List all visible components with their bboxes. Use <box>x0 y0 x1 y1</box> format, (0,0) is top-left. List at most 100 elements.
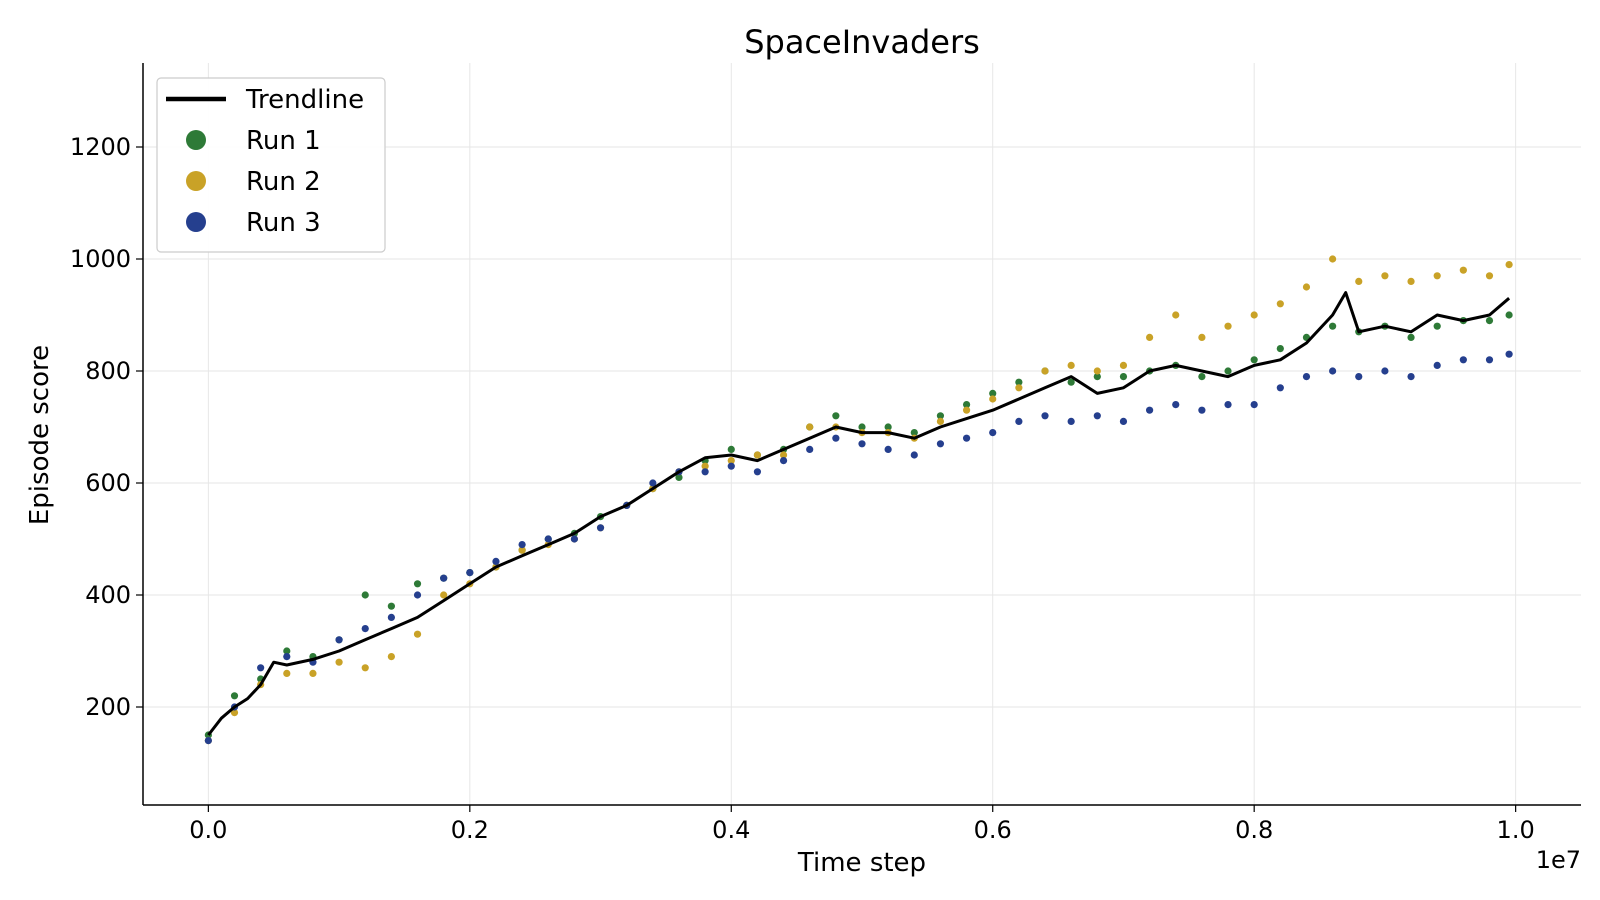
legend-item: Trendline <box>166 85 364 115</box>
data-point <box>1355 373 1363 381</box>
data-point <box>230 692 239 700</box>
data-point <box>1276 345 1284 353</box>
data-point <box>1172 311 1180 319</box>
data-point <box>596 524 605 532</box>
data-point <box>570 535 579 543</box>
data-point <box>753 451 762 459</box>
data-point <box>1224 322 1232 330</box>
data-point <box>1015 378 1023 386</box>
data-point <box>779 451 788 459</box>
data-point <box>1198 373 1206 381</box>
data-point <box>936 417 945 425</box>
data-point <box>962 434 971 442</box>
data-point <box>387 613 395 622</box>
legend-item: Run 1 <box>186 126 321 156</box>
legend-marker-swatch <box>186 212 206 232</box>
x-tick-label: 0.6 <box>974 816 1012 844</box>
y-tick-label: 200 <box>85 693 131 721</box>
data-point <box>1407 373 1415 381</box>
data-point <box>832 434 840 442</box>
y-tick-label: 1200 <box>70 133 131 161</box>
data-point <box>518 546 526 554</box>
data-point <box>361 625 369 633</box>
data-point <box>910 451 918 459</box>
data-point <box>1381 272 1389 280</box>
data-point <box>1433 361 1441 369</box>
data-point <box>701 468 709 476</box>
data-point <box>832 412 840 420</box>
data-point <box>1276 300 1284 308</box>
data-point <box>858 440 866 448</box>
legend-label: Run 3 <box>246 208 321 238</box>
trendline <box>207 291 1511 736</box>
data-point <box>1433 322 1441 330</box>
legend-label: Run 2 <box>246 167 321 197</box>
data-point <box>544 535 552 543</box>
data-point <box>936 412 945 420</box>
y-tick-label: 1000 <box>70 245 131 273</box>
data-point <box>1250 401 1258 409</box>
x-tick-label: 1.0 <box>1497 816 1535 844</box>
chart-title: SpaceInvaders <box>744 23 980 61</box>
axes <box>142 63 1581 806</box>
data-point <box>1250 356 1258 364</box>
data-point <box>989 389 997 397</box>
data-point <box>649 479 657 487</box>
data-point <box>1459 266 1467 274</box>
data-point <box>1407 333 1415 341</box>
legend-item: Run 2 <box>186 167 321 197</box>
data-point <box>492 557 500 566</box>
data-point <box>1302 283 1311 291</box>
data-point <box>1067 417 1075 425</box>
data-point <box>1407 277 1415 285</box>
data-point <box>858 423 866 431</box>
data-point <box>1093 367 1101 375</box>
data-point <box>1302 373 1311 381</box>
legend-items: Trendline Run 1 Run 2 Run 3 <box>166 85 364 238</box>
data-point <box>936 440 945 448</box>
trendline-layer <box>207 291 1511 736</box>
data-point <box>361 591 369 599</box>
data-point <box>466 569 474 577</box>
series-3 <box>204 350 1513 745</box>
y-tick-label: 600 <box>85 469 131 497</box>
data-point <box>1224 401 1232 409</box>
x-tick-label: 0.2 <box>451 816 489 844</box>
data-point <box>1505 350 1513 358</box>
data-point <box>1093 412 1101 420</box>
data-point <box>1119 373 1128 381</box>
legend: Trendline Run 1 Run 2 Run 3 <box>156 77 386 253</box>
data-point <box>779 457 788 465</box>
data-point <box>1067 378 1075 386</box>
series-2 <box>204 255 1513 745</box>
data-point <box>283 647 291 655</box>
data-point <box>727 445 735 453</box>
data-point <box>1485 272 1494 280</box>
y-tick-label: 800 <box>85 357 131 385</box>
data-point <box>413 580 422 588</box>
x-tick-label: 0.4 <box>712 816 750 844</box>
x-axis-offset-label: 1e7 <box>1536 846 1581 874</box>
data-point <box>1485 356 1494 364</box>
data-point <box>440 591 448 599</box>
legend-item: Run 3 <box>186 208 321 238</box>
data-point <box>257 664 265 672</box>
data-point <box>518 541 526 549</box>
data-point <box>962 401 971 409</box>
data-point <box>1146 406 1154 414</box>
data-point <box>1433 272 1441 280</box>
data-point <box>1146 333 1154 341</box>
data-point <box>1041 412 1049 420</box>
data-point <box>283 669 291 678</box>
data-point <box>1119 417 1128 425</box>
legend-marker-swatch <box>186 130 206 150</box>
data-point <box>440 574 448 582</box>
series-1 <box>204 311 1513 739</box>
data-point <box>1329 322 1337 330</box>
data-point <box>1459 356 1467 364</box>
scatter-series-layer <box>204 255 1513 745</box>
data-point <box>387 653 395 661</box>
data-point <box>1381 367 1389 375</box>
data-point <box>361 664 369 672</box>
